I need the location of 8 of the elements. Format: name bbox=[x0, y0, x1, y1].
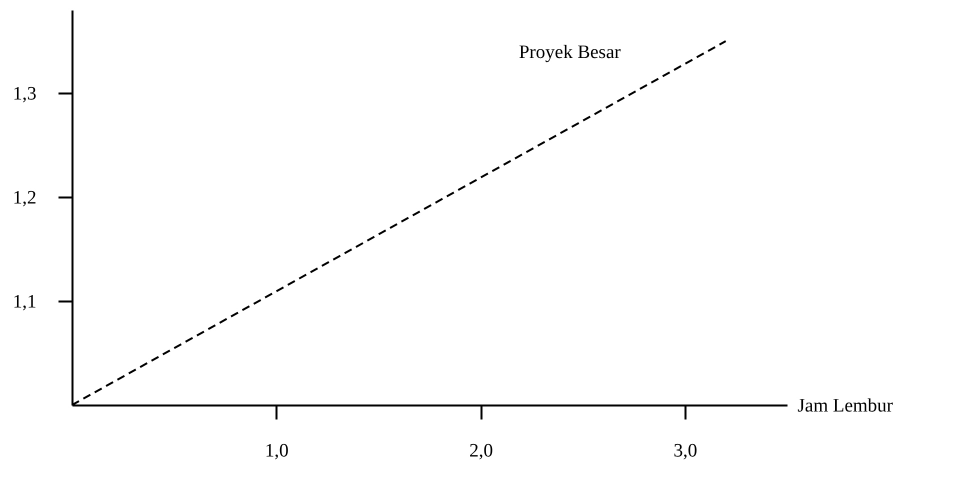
x-tick-label: 2,0 bbox=[469, 440, 493, 462]
series-label: Proyek Besar bbox=[518, 42, 622, 64]
x-tick-label: 3,0 bbox=[673, 440, 698, 462]
x-tick-label: 1,0 bbox=[264, 440, 289, 462]
y-tick-label: 1,2 bbox=[12, 188, 36, 209]
x-axis-title: Jam Lembur bbox=[798, 396, 894, 416]
y-tick-label: 1,3 bbox=[12, 84, 36, 105]
y-tick-label: 1,1 bbox=[12, 292, 36, 313]
